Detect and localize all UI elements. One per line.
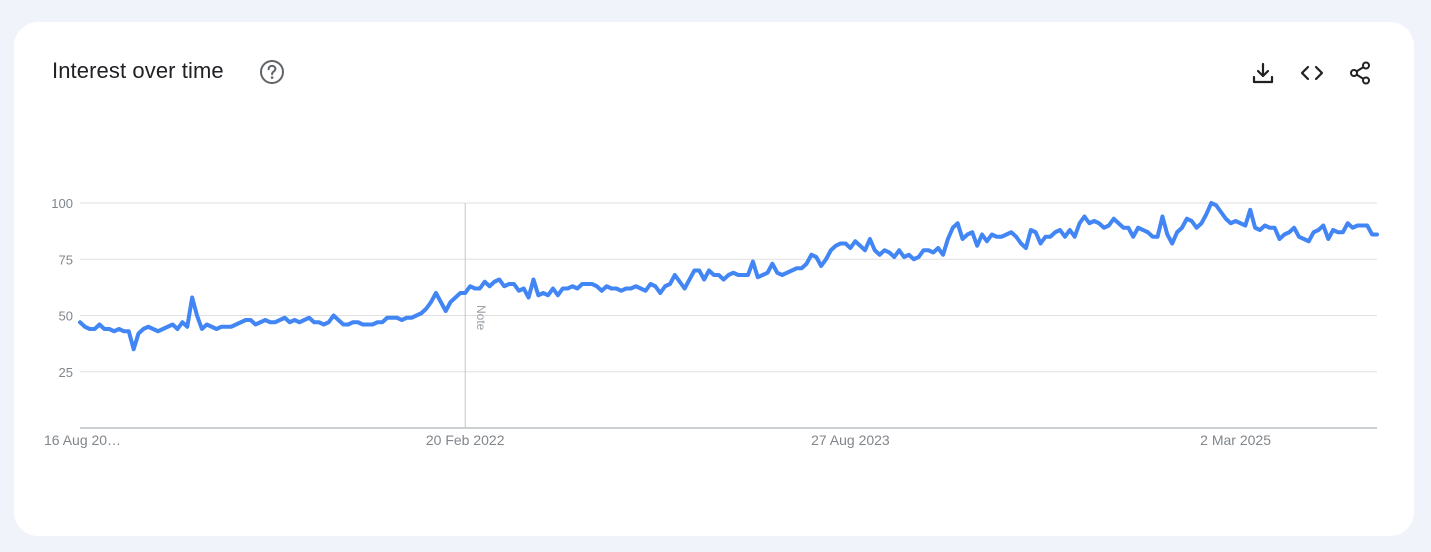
y-tick-label-25: 25 [59, 365, 73, 380]
x-tick-label: 16 Aug 20… [44, 432, 121, 448]
annotations: Note [464, 203, 488, 428]
y-tick-label-50: 50 [59, 309, 73, 324]
x-axis-labels: 16 Aug 20… 20 Feb 2022 27 Aug 2023 2 Mar 20… [44, 432, 1271, 448]
y-tick-label-100: 100 [51, 196, 73, 211]
series-line [78, 201, 1379, 352]
help-circle-icon[interactable] [259, 59, 285, 85]
code-embed-icon[interactable] [1299, 60, 1325, 86]
gridlines [80, 202, 1377, 429]
series-layer [78, 201, 1379, 352]
interest-over-time-card [14, 22, 1414, 536]
y-axis-labels: 25 50 75 100 [51, 196, 73, 380]
chart-title: Interest over time [52, 58, 224, 83]
download-icon[interactable] [1250, 60, 1276, 86]
y-tick-label-75: 75 [59, 252, 73, 267]
x-tick-label: 2 Mar 2025 [1200, 432, 1271, 448]
x-tick-label: 27 Aug 2023 [811, 432, 890, 448]
annotation-label: Note [474, 305, 488, 331]
share-icon[interactable] [1347, 60, 1373, 86]
x-tick-label: 20 Feb 2022 [426, 432, 505, 448]
